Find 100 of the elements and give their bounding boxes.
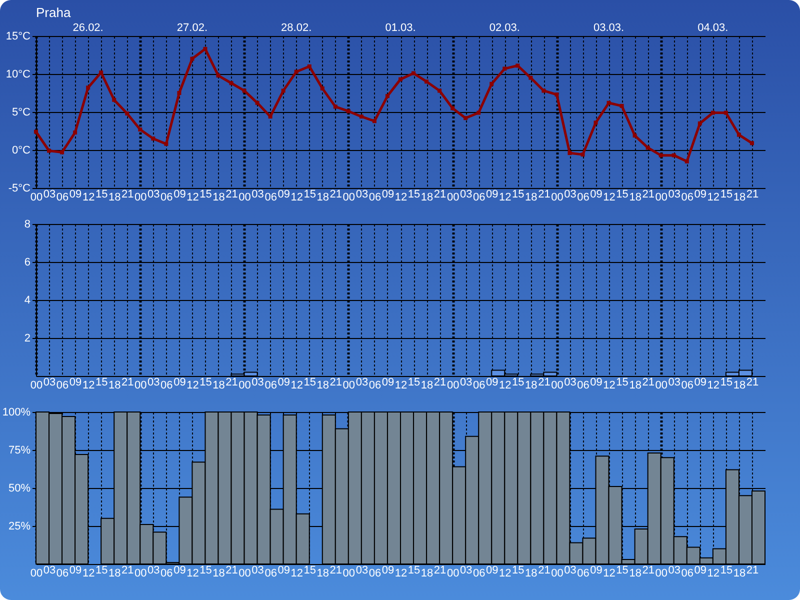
point: [736, 132, 741, 137]
x-tick-label: 12: [186, 568, 199, 580]
text: 04.03.: [698, 22, 728, 34]
point: [710, 110, 715, 115]
point: [502, 66, 507, 71]
x-tick-label: 00: [30, 568, 43, 580]
x-tick-label: 09: [486, 376, 498, 388]
x-tick-label: 15: [95, 188, 108, 200]
x-tick-label: 15: [720, 564, 733, 576]
x-tick-label: 09: [69, 564, 82, 576]
y-tick-label: 4: [24, 294, 30, 306]
x-tick-label: 03: [252, 376, 264, 388]
point: [412, 71, 416, 76]
chart-title: Praha: [36, 5, 72, 20]
x-tick-label: 09: [382, 564, 394, 576]
text: 02.03.: [489, 22, 520, 34]
x-tick-label: 12: [499, 568, 512, 580]
x-tick-label: 18: [316, 192, 330, 204]
x-tick-label: 00: [238, 568, 251, 580]
x-tick-label: 00: [551, 568, 564, 580]
x-tick-label: 18: [108, 192, 121, 204]
x-tick-label: 15: [304, 188, 316, 200]
x-tick-label: 06: [56, 192, 69, 204]
x-tick-label: 06: [577, 568, 590, 580]
x-tick-label: 06: [56, 380, 69, 392]
x-tick-label: 18: [420, 568, 434, 580]
x-tick-label: 00: [551, 380, 564, 392]
x-tick-label: 12: [707, 380, 720, 392]
point: [164, 142, 168, 146]
point: [73, 130, 78, 135]
x-tick-label: 09: [278, 188, 290, 200]
x-tick-label: 06: [160, 380, 173, 392]
x-tick-label: 09: [590, 376, 602, 388]
x-tick-label: 21: [642, 376, 654, 388]
x-tick-label: 12: [707, 568, 720, 580]
x-tick-label: 00: [342, 380, 356, 392]
x-tick-label: 06: [472, 568, 486, 580]
x-tick-label: 06: [577, 380, 590, 392]
x-tick-label: 06: [681, 568, 694, 580]
x-tick-label: 15: [304, 564, 316, 576]
point: [255, 100, 260, 105]
x-tick-label: 09: [694, 376, 707, 388]
x-tick-label: 09: [486, 188, 498, 200]
text: 26.02.: [72, 22, 104, 34]
x-tick-label: 06: [56, 568, 69, 580]
x-tick-label: 00: [342, 192, 356, 204]
x-tick-label: 00: [134, 568, 147, 580]
x-tick-label: 21: [434, 376, 446, 388]
x-tick-label: 03: [356, 376, 368, 388]
point: [450, 106, 455, 110]
x-tick-label: 12: [499, 192, 512, 204]
point: [568, 151, 572, 156]
x-tick-label: 12: [707, 192, 720, 204]
x-tick-label: 21: [746, 376, 759, 388]
x-tick-label: 21: [330, 564, 342, 576]
y-tick-label: 15°C: [6, 30, 31, 42]
point: [385, 94, 390, 98]
point: [672, 153, 676, 158]
x-tick-label: 12: [603, 192, 616, 204]
point: [542, 88, 546, 93]
x-tick-label: 12: [499, 380, 512, 392]
x-tick-label: 18: [212, 192, 225, 204]
point: [620, 104, 624, 108]
x-tick-label: 18: [316, 568, 330, 580]
x-tick-label: 18: [212, 380, 225, 392]
x-tick-label: 03: [43, 188, 56, 200]
x-tick-label: 03: [564, 188, 576, 200]
x-tick-label: 21: [122, 376, 134, 388]
y-tick-label: 2: [24, 332, 30, 344]
x-tick-label: 06: [264, 568, 277, 580]
point: [438, 88, 442, 93]
x-tick-label: 21: [226, 188, 238, 200]
y-tick-label: 10°C: [6, 68, 31, 80]
x-tick-label: 03: [564, 376, 576, 388]
x-tick-label: 03: [43, 376, 56, 388]
x-tick-label: 21: [226, 376, 238, 388]
x-tick-label: 00: [30, 192, 43, 204]
x-tick-label: 15: [720, 376, 733, 388]
x-tick-label: 00: [238, 380, 251, 392]
x-tick-label: 21: [642, 188, 654, 200]
point: [307, 64, 312, 68]
point: [684, 159, 689, 164]
x-tick-label: 21: [122, 188, 134, 200]
text: 03.03.: [593, 22, 624, 34]
x-tick-label: 15: [720, 188, 733, 200]
x-tick-label: 00: [134, 192, 147, 204]
x-tick-label: 18: [629, 568, 642, 580]
x-tick-label: 21: [538, 564, 550, 576]
text: 01.03.: [385, 22, 416, 34]
y-tick-label: 75%: [8, 444, 31, 456]
x-tick-label: 12: [603, 380, 616, 392]
x-tick-label: 21: [434, 564, 446, 576]
x-tick-label: 06: [681, 192, 694, 204]
x-tick-label: 12: [82, 192, 95, 204]
point: [216, 74, 220, 78]
x-tick-label: 09: [278, 564, 290, 576]
x-tick-label: 06: [264, 192, 277, 204]
point: [333, 104, 338, 109]
x-tick-label: 21: [746, 564, 759, 576]
x-tick-label: 03: [668, 188, 680, 200]
